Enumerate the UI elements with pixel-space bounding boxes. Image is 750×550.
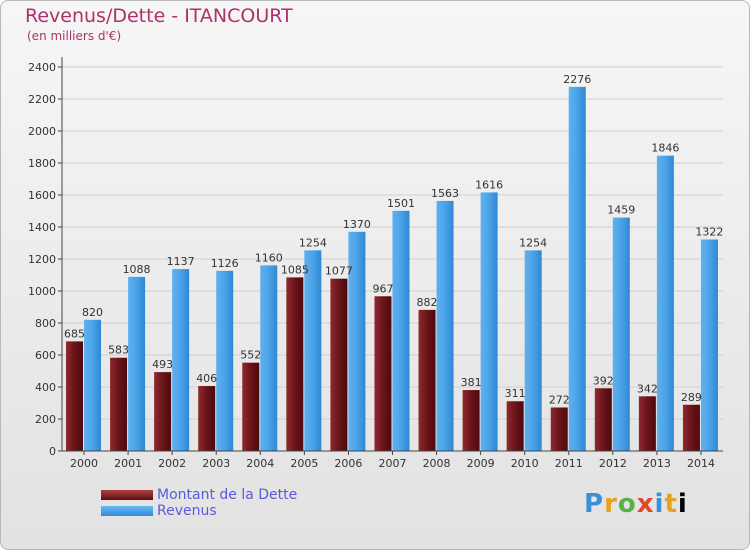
bar-dette: [330, 278, 348, 451]
legend-swatch-revenus: [101, 506, 153, 516]
x-tick-label: 2005: [290, 457, 318, 470]
x-tick-label: 2014: [687, 457, 715, 470]
data-label-dette: 406: [196, 372, 217, 385]
bar-revenus: [128, 276, 146, 451]
data-label-dette: 272: [549, 393, 570, 406]
data-label-revenus: 1160: [255, 251, 283, 264]
y-tick-label: 1600: [28, 189, 56, 202]
data-label-dette: 342: [637, 382, 658, 395]
data-label-dette: 311: [505, 387, 526, 400]
x-tick-label: 2006: [334, 457, 362, 470]
bar-dette: [154, 372, 172, 451]
data-label-revenus: 1088: [123, 263, 151, 276]
data-label-dette: 967: [372, 282, 393, 295]
y-tick-label: 2200: [28, 93, 56, 106]
data-label-revenus: 1126: [211, 257, 239, 270]
data-label-revenus: 1254: [519, 236, 547, 249]
bar-revenus: [392, 210, 410, 451]
bar-revenus: [348, 231, 366, 451]
chart-subtitle: (en milliers d'€): [27, 29, 122, 43]
data-label-dette: 1077: [325, 265, 353, 278]
data-label-dette: 882: [417, 296, 438, 309]
data-label-revenus: 1137: [167, 255, 195, 268]
y-tick-label: 2000: [28, 125, 56, 138]
bar-dette: [462, 390, 480, 451]
x-tick-label: 2002: [158, 457, 186, 470]
bar-dette: [506, 401, 524, 451]
data-label-dette: 583: [108, 344, 129, 357]
bar-dette: [682, 404, 700, 451]
bar-revenus: [172, 269, 190, 451]
chart-title: Revenus/Dette - ITANCOURT: [25, 5, 293, 27]
x-tick-label: 2003: [202, 457, 230, 470]
data-label-revenus: 1846: [651, 142, 679, 155]
y-tick-label: 2400: [28, 61, 56, 74]
y-tick-label: 1400: [28, 221, 56, 234]
x-tick-label: 2009: [467, 457, 495, 470]
y-tick-label: 600: [35, 349, 56, 362]
legend-swatch-dette: [101, 490, 153, 500]
bar-dette: [594, 388, 612, 451]
bar-revenus: [84, 319, 101, 451]
data-label-dette: 289: [681, 391, 702, 404]
proxiti-logo: Proxiti: [584, 489, 688, 519]
data-label-dette: 493: [152, 358, 173, 371]
x-tick-label: 2000: [70, 457, 98, 470]
data-label-revenus: 1254: [299, 236, 327, 249]
bar-dette: [242, 362, 260, 451]
data-label-revenus: 1370: [343, 218, 371, 231]
data-label-revenus: 1563: [431, 187, 459, 200]
y-tick-label: 200: [35, 413, 56, 426]
x-tick-label: 2012: [599, 457, 627, 470]
data-label-dette: 1085: [281, 263, 309, 276]
data-label-dette: 552: [240, 349, 261, 362]
x-tick-label: 2008: [423, 457, 451, 470]
bar-revenus: [260, 265, 278, 451]
bar-revenus: [304, 250, 322, 451]
bar-dette: [110, 357, 128, 451]
y-tick-label: 0: [49, 445, 56, 458]
data-label-dette: 392: [593, 374, 614, 387]
data-label-dette: 685: [64, 327, 85, 340]
x-tick-label: 2004: [246, 457, 274, 470]
bar-dette: [66, 341, 83, 451]
y-tick-label: 800: [35, 317, 56, 330]
bar-revenus: [480, 192, 498, 451]
legend-label-revenus: Revenus: [157, 503, 217, 519]
y-tick-label: 400: [35, 381, 56, 394]
bar-revenus: [524, 250, 542, 451]
y-tick-label: 1000: [28, 285, 56, 298]
data-label-revenus: 1459: [607, 204, 635, 217]
x-tick-label: 2010: [511, 457, 539, 470]
bar-dette: [374, 296, 392, 451]
bar-dette: [638, 396, 656, 451]
bar-revenus: [568, 86, 586, 451]
bar-revenus: [612, 217, 630, 451]
y-tick-label: 1800: [28, 157, 56, 170]
y-tick-label: 1200: [28, 253, 56, 266]
data-label-dette: 381: [461, 376, 482, 389]
data-label-revenus: 1616: [475, 178, 503, 191]
bar-dette: [286, 277, 304, 451]
data-label-revenus: 820: [82, 306, 103, 319]
bar-revenus: [436, 200, 454, 451]
bar-revenus: [656, 155, 674, 451]
x-tick-label: 2007: [379, 457, 407, 470]
bar-dette: [418, 309, 436, 451]
x-tick-label: 2001: [114, 457, 142, 470]
bar-dette: [198, 386, 216, 451]
x-tick-label: 2013: [643, 457, 671, 470]
legend-label-dette: Montant de la Dette: [157, 487, 298, 503]
bar-dette: [550, 407, 568, 451]
bar-revenus: [700, 239, 718, 451]
x-tick-label: 2011: [555, 457, 583, 470]
data-label-revenus: 1501: [387, 197, 415, 210]
bar-revenus: [216, 270, 234, 451]
data-label-revenus: 2276: [563, 73, 591, 86]
data-label-revenus: 1322: [695, 225, 723, 238]
